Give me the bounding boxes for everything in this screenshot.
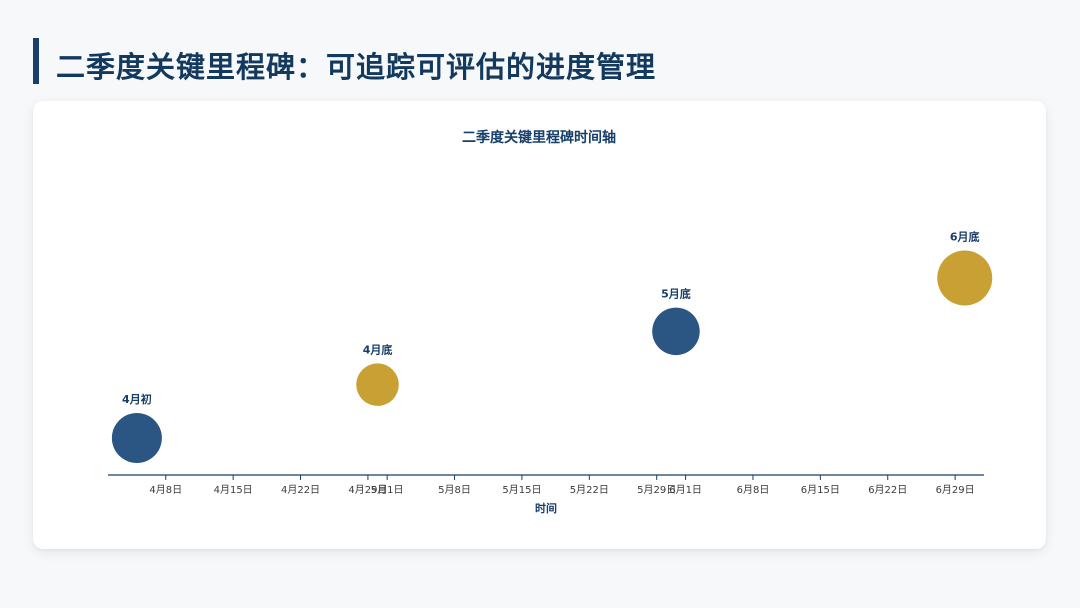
chart-title: 二季度关键里程碑时间轴 xyxy=(462,129,616,146)
x-tick-label: 6月29日 xyxy=(936,484,975,496)
x-tick-label: 4月29日 xyxy=(348,484,387,496)
milestone-label: 4月底 xyxy=(363,342,393,356)
x-tick-label: 6月15日 xyxy=(801,484,840,496)
page-title: 二季度关键里程碑：可追踪可评估的进度管理 xyxy=(56,50,657,84)
x-tick-label: 5月22日 xyxy=(570,484,609,496)
x-tick-label: 4月8日 xyxy=(149,484,182,496)
milestone-point xyxy=(356,363,399,406)
milestone-point xyxy=(111,413,162,463)
chart-card: 二季度关键里程碑时间轴 4月8日 4月15日 4月22日 4月29日 5月1日 5月8日 5… xyxy=(33,101,1046,549)
x-tick-label: 4月15日 xyxy=(214,484,253,496)
milestone-point xyxy=(937,250,993,306)
x-tick-label: 5月8日 xyxy=(438,484,471,496)
milestone-label: 6月底 xyxy=(950,230,980,244)
x-tick-label: 5月1日 xyxy=(371,484,404,496)
milestone-point xyxy=(652,307,700,356)
title-accent-bar xyxy=(33,38,39,84)
x-tick-label: 6月22日 xyxy=(868,484,907,496)
x-tick-label: 6月8日 xyxy=(737,484,770,496)
milestone-label: 5月底 xyxy=(661,287,691,301)
milestone-label: 4月初 xyxy=(122,392,152,406)
x-tick-label: 4月22日 xyxy=(281,484,320,496)
x-tick-label: 5月29日 xyxy=(637,484,676,496)
x-tick-label: 5月15日 xyxy=(502,484,541,496)
x-axis-label: 时间 xyxy=(535,501,557,515)
x-tick-label: 6月1日 xyxy=(669,484,702,496)
